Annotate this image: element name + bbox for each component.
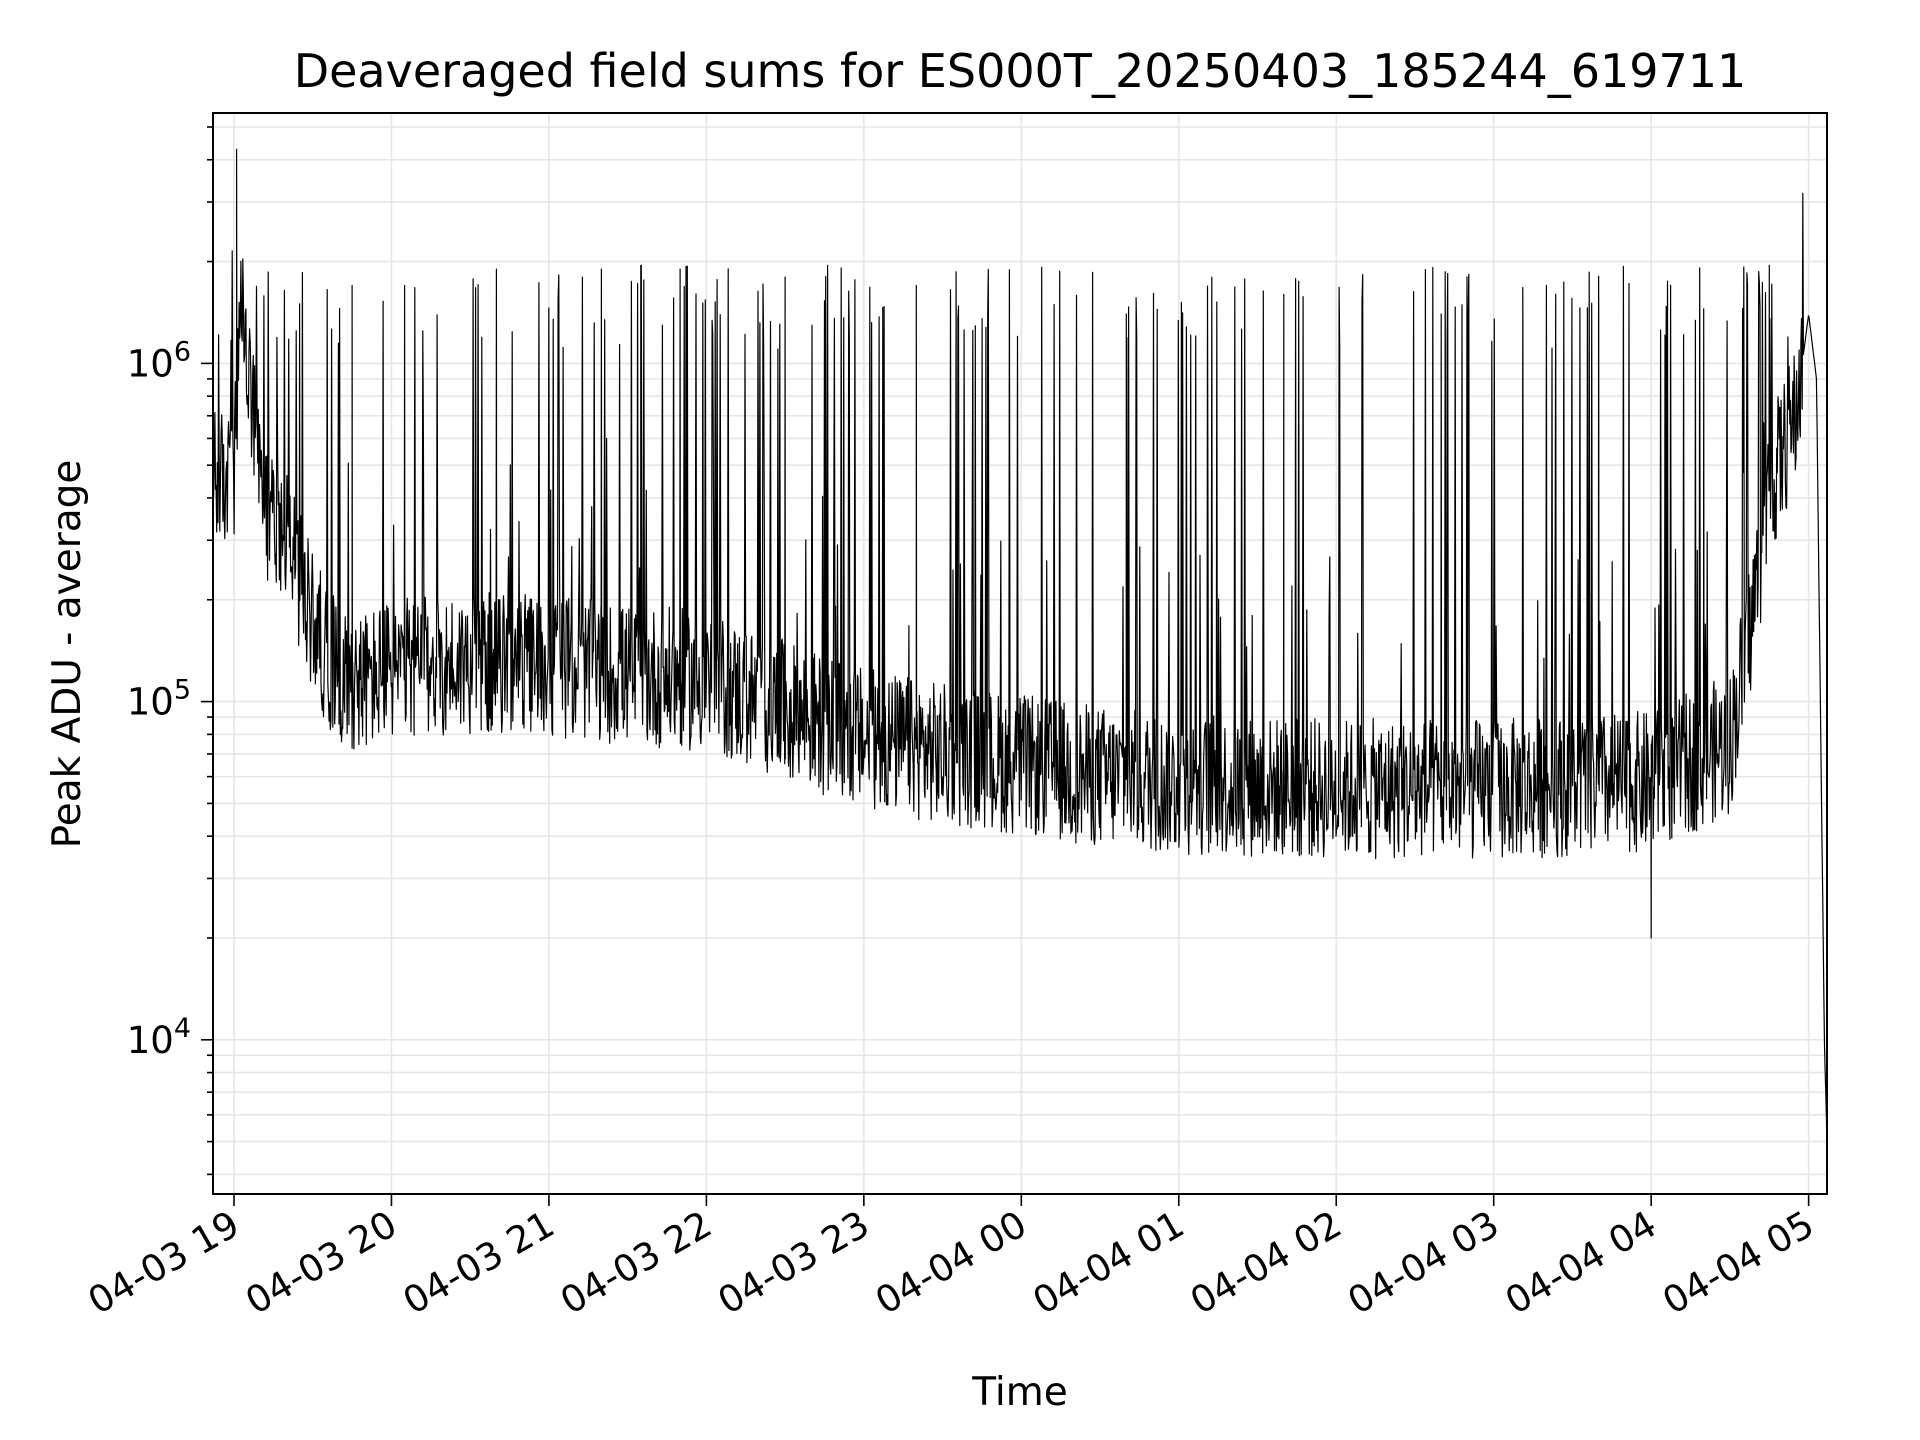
y-tick-label-exponent: 5 [174, 675, 191, 706]
y-tick-label: 105 [127, 675, 191, 724]
y-tick-label-exponent: 6 [174, 336, 191, 367]
y-tick-label-exponent: 4 [174, 1013, 191, 1044]
y-tick-label: 106 [127, 336, 191, 385]
y-tick-label-base: 10 [127, 681, 174, 724]
plot-frame [212, 112, 1828, 1195]
chart-title: Deaveraged field sums for ES000T_2025040… [294, 44, 1747, 98]
x-axis-label: Time [971, 1370, 1067, 1415]
series-group [212, 148, 1828, 1142]
series-line [212, 148, 1828, 1142]
y-tick-label-base: 10 [127, 342, 174, 385]
y-tick-label: 104 [127, 1013, 191, 1062]
y-axis-label: Peak ADU - average [45, 460, 90, 849]
y-tick-label-base: 10 [127, 1019, 174, 1062]
